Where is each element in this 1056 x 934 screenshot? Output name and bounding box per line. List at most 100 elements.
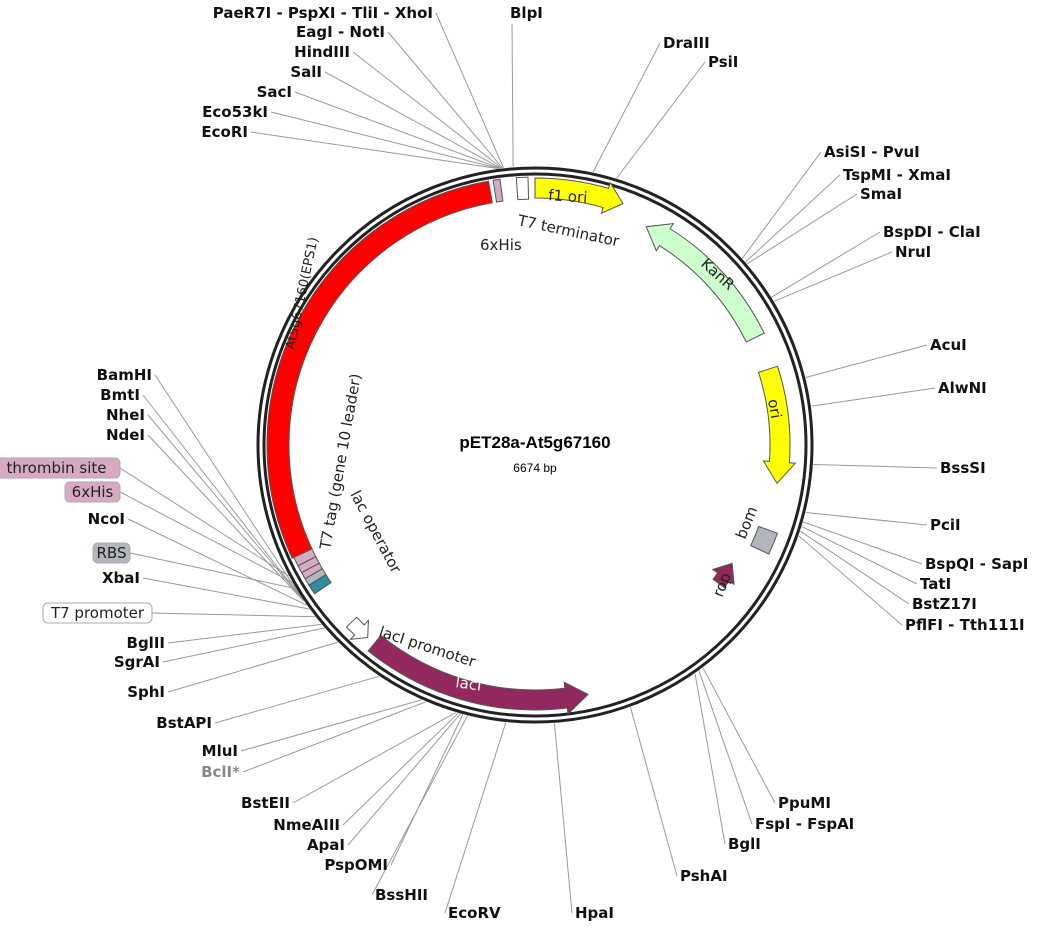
site-label[interactable]: BssHII xyxy=(375,886,428,904)
site-label[interactable]: PspOMI xyxy=(324,856,388,874)
site-label[interactable]: PshAI xyxy=(680,867,728,885)
his-tag-feature[interactable] xyxy=(301,562,324,580)
leader-line xyxy=(629,707,678,877)
leader-line xyxy=(805,511,928,526)
site-label[interactable]: HpaI xyxy=(575,904,614,922)
site-label[interactable]: BlpI xyxy=(510,4,543,22)
site-label[interactable]: BspQI - SapI xyxy=(925,555,1028,573)
leader-line xyxy=(694,673,726,845)
leader-line xyxy=(805,344,928,378)
laci-feature[interactable] xyxy=(367,634,589,716)
site-label[interactable]: NcoI xyxy=(88,510,125,528)
leader-line xyxy=(511,23,514,167)
site-label[interactable]: AsiSI - PvuI xyxy=(824,143,920,161)
bom-feature[interactable] xyxy=(750,525,779,555)
site-label[interactable]: MluI xyxy=(202,742,238,760)
f1-ori-feature[interactable] xyxy=(534,177,624,215)
rop-feature[interactable] xyxy=(711,562,735,589)
site-label[interactable]: TatI xyxy=(920,575,951,593)
site-label[interactable]: PpuMI xyxy=(778,794,831,812)
leader-line xyxy=(324,71,501,169)
leader-line xyxy=(592,42,661,173)
site-label[interactable]: SphI xyxy=(127,683,165,701)
feature-label-f1-ori: f1 ori xyxy=(548,186,588,207)
leader-lines xyxy=(119,12,938,914)
site-label[interactable]: NmeAIII xyxy=(273,816,340,834)
leader-line xyxy=(798,535,903,626)
leader-line xyxy=(240,699,422,752)
feature-box-thrombin-site[interactable]: thrombin site xyxy=(0,457,121,479)
leader-line xyxy=(813,463,938,469)
leader-line xyxy=(142,394,303,599)
feature-boxes: thrombin site 6xHis RBS T7 promoter xyxy=(0,457,153,624)
site-label[interactable]: ApaI xyxy=(307,836,345,854)
leader-line xyxy=(741,151,822,259)
backbone-outer xyxy=(256,166,814,724)
site-label[interactable]: EcoRI xyxy=(201,123,248,141)
kanr-feature[interactable] xyxy=(645,223,765,343)
thrombin-feature[interactable] xyxy=(297,556,320,574)
leader-line xyxy=(702,667,776,804)
leader-line xyxy=(154,374,302,598)
leader-line xyxy=(745,174,841,263)
feature-box-rbs[interactable]: RBS xyxy=(92,542,131,564)
leader-line xyxy=(698,670,753,825)
feature-box-bg xyxy=(64,481,121,503)
his-tag-top-feature[interactable] xyxy=(492,178,504,203)
site-label[interactable]: AcuI xyxy=(930,336,967,354)
site-label[interactable]: Eco53kI xyxy=(202,103,268,121)
site-label[interactable]: HindIII xyxy=(294,43,350,61)
site-label[interactable]: PflFI - Tth111I xyxy=(905,616,1025,634)
t7-tag-feature[interactable] xyxy=(293,548,317,567)
site-label[interactable]: SgrAI xyxy=(114,653,160,671)
feature-box-bg xyxy=(0,457,121,479)
site-label[interactable]: FspI - FspAI xyxy=(755,815,854,833)
site-label[interactable]: BstAPI xyxy=(156,714,212,732)
leader-line xyxy=(801,526,918,585)
site-label[interactable]: NdeI xyxy=(106,426,145,444)
cds-feature[interactable] xyxy=(266,180,493,559)
leader-line xyxy=(347,713,461,846)
leader-line xyxy=(167,641,338,693)
site-label[interactable]: BclI* xyxy=(201,763,240,781)
rbs-feature[interactable] xyxy=(304,568,327,586)
site-label[interactable]: PsiI xyxy=(708,53,738,71)
site-label[interactable]: BspDI - ClaI xyxy=(883,223,981,241)
site-label[interactable]: EagI - NotI xyxy=(296,23,385,41)
site-label[interactable]: SacI xyxy=(257,83,292,101)
site-label[interactable]: BglI xyxy=(728,835,761,853)
feature-box-label: RBS xyxy=(97,544,127,562)
site-label[interactable]: BssSI xyxy=(940,459,986,477)
site-label[interactable]: BmtI xyxy=(100,386,140,404)
site-label[interactable]: PciI xyxy=(930,516,961,534)
leader-line xyxy=(119,467,289,577)
laci-promoter-feature[interactable] xyxy=(345,616,369,641)
site-label[interactable]: EcoRV xyxy=(448,904,501,922)
feature-label-ori: ori xyxy=(764,398,785,420)
feature-box-bg xyxy=(42,602,153,624)
site-label[interactable]: BstZ17I xyxy=(912,595,977,613)
site-label[interactable]: SmaI xyxy=(860,185,902,203)
site-label[interactable]: BamHI xyxy=(97,366,152,384)
site-label[interactable]: PaeR7I - PspXI - TliI - XhoI xyxy=(213,4,433,22)
site-label[interactable]: NruI xyxy=(895,243,931,261)
site-label[interactable]: AlwNI xyxy=(938,379,987,397)
t7-terminator-feature[interactable] xyxy=(515,176,530,201)
leader-line xyxy=(292,712,457,804)
site-label[interactable]: DraIII xyxy=(663,34,710,52)
feature-box-t7-promoter[interactable]: T7 promoter xyxy=(42,602,153,624)
site-label[interactable]: XbaI xyxy=(102,569,140,587)
leader-line xyxy=(242,701,427,773)
site-label[interactable]: TspMI - XmaI xyxy=(843,166,951,184)
site-label[interactable]: BglII xyxy=(127,634,165,652)
leader-line xyxy=(746,193,858,265)
site-label[interactable]: NheI xyxy=(106,406,145,424)
lac-operator-feature[interactable] xyxy=(308,573,332,595)
site-label[interactable]: SalI xyxy=(290,63,322,81)
leader-line xyxy=(352,51,502,169)
site-label[interactable]: BstEII xyxy=(241,794,290,812)
leader-line xyxy=(773,251,893,302)
feature-box-6xhis[interactable]: 6xHis xyxy=(64,481,121,503)
ori-feature[interactable] xyxy=(757,365,797,485)
